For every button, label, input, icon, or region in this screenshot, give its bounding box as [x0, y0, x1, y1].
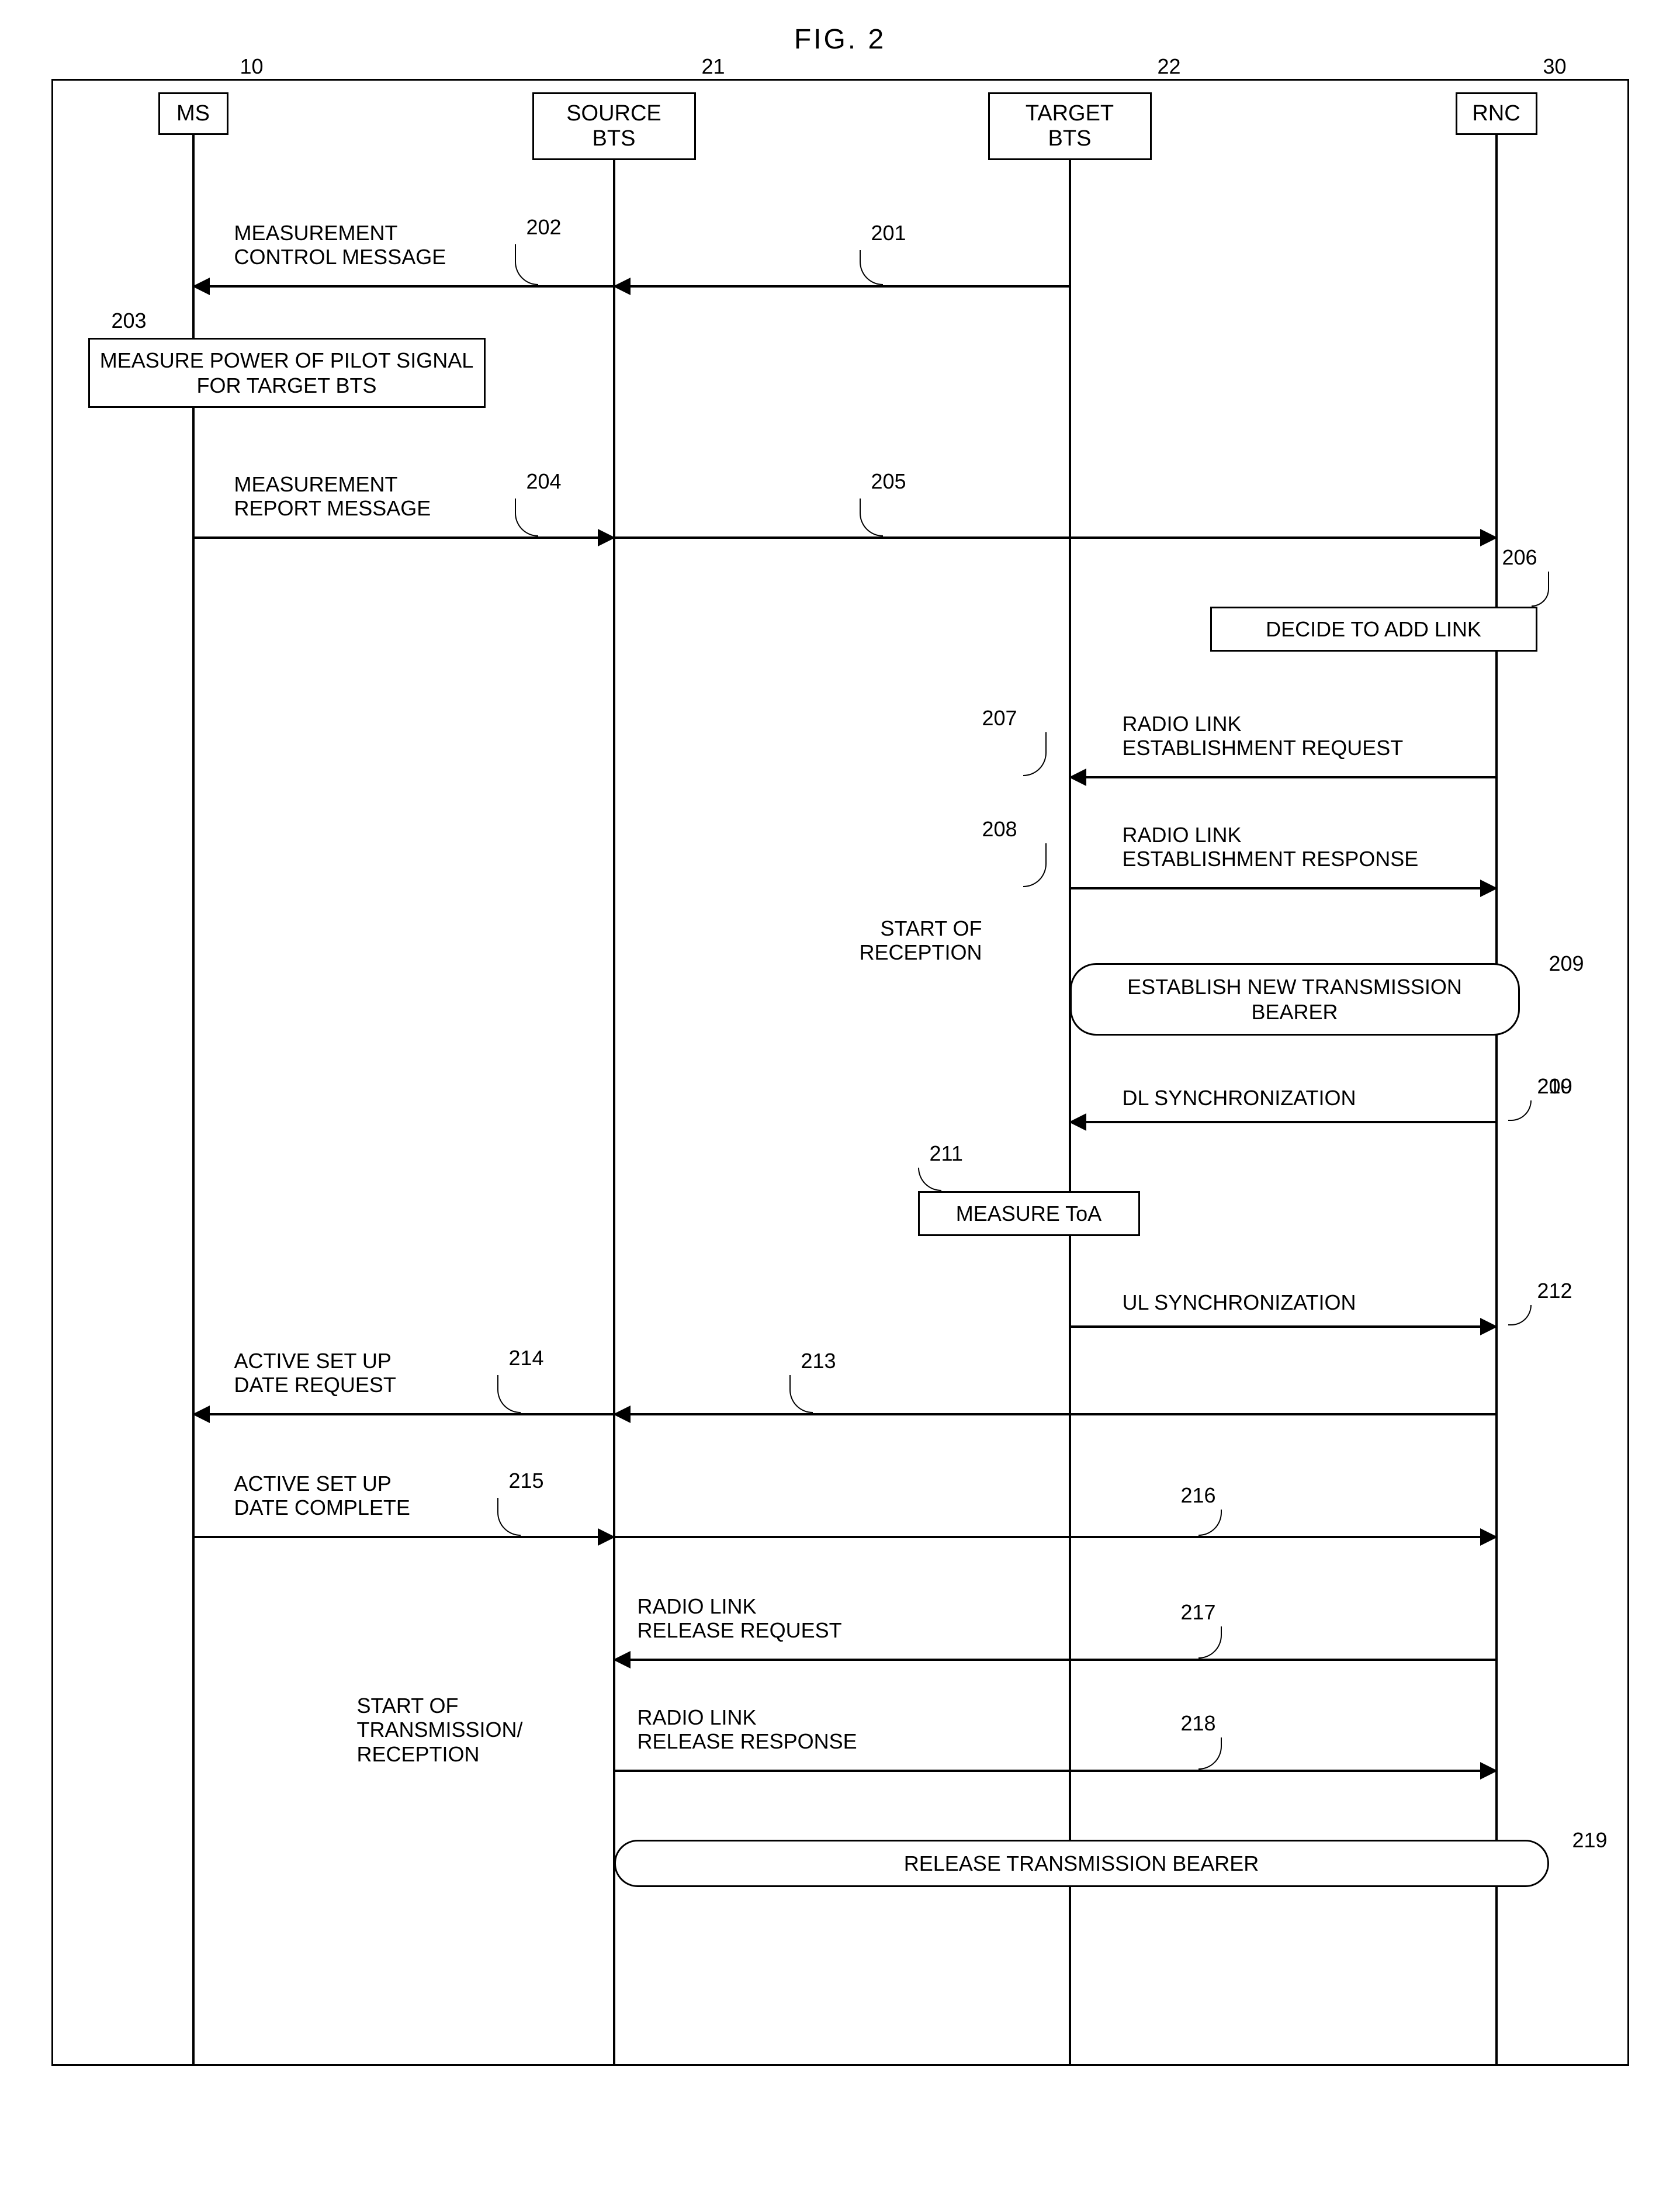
arrow-218 — [614, 1770, 1497, 1772]
step-201: 201 — [871, 221, 906, 245]
arrow-210 — [1070, 1121, 1497, 1123]
step-211: 211 — [930, 1141, 963, 1166]
process-203: MEASURE POWER OF PILOT SIGNAL FOR TARGET… — [88, 338, 486, 408]
arrow-207 — [1070, 776, 1497, 778]
arrow-202 — [193, 285, 614, 288]
arrow-212 — [1070, 1325, 1497, 1328]
actor-rnc-ref: 30 — [1543, 54, 1567, 79]
arrow-213 — [614, 1413, 1497, 1415]
step-217: 217 — [1181, 1600, 1216, 1625]
step-202: 202 — [526, 215, 562, 240]
actor-target-bts: TARGET BTS — [988, 92, 1152, 160]
leader-217 — [1198, 1626, 1222, 1659]
step-213: 213 — [801, 1349, 836, 1373]
step-205: 205 — [871, 469, 906, 494]
step-215: 215 — [509, 1469, 544, 1493]
process-209: ESTABLISH NEW TRANSMISSION BEARER — [1070, 963, 1520, 1036]
actor-source-bts-ref: 21 — [702, 54, 725, 79]
step-219: 219 — [1572, 1828, 1608, 1853]
leader-208 — [1023, 843, 1047, 887]
leader-214 — [497, 1375, 521, 1413]
step-208: 208 — [982, 817, 1017, 842]
leader-204 — [515, 499, 538, 536]
label-215: ACTIVE SET UP DATE COMPLETE — [234, 1472, 410, 1520]
arrow-201 — [614, 285, 1070, 288]
leader-209 — [1520, 984, 1543, 986]
process-211: MEASURE ToA — [918, 1191, 1140, 1236]
label-212: UL SYNCHRONIZATION — [1123, 1290, 1356, 1314]
leader-202 — [515, 244, 538, 285]
step-207: 207 — [982, 706, 1017, 731]
arrow-214 — [193, 1413, 614, 1415]
step-214: 214 — [509, 1346, 544, 1370]
label-214: ACTIVE SET UP DATE REQUEST — [234, 1349, 396, 1397]
arrow-204 — [193, 536, 614, 539]
arrow-215 — [193, 1536, 614, 1538]
actor-ms-ref: 10 — [240, 54, 264, 79]
step-209: 209 — [1549, 951, 1584, 976]
label-208: RADIO LINK ESTABLISHMENT RESPONSE — [1123, 823, 1419, 871]
label-204: MEASUREMENT REPORT MESSAGE — [234, 472, 431, 521]
annotation-start-tx-rx: START OF TRANSMISSION/ RECEPTION — [357, 1694, 523, 1766]
process-219: RELEASE TRANSMISSION BEARER — [614, 1840, 1549, 1887]
actor-target-bts-ref: 22 — [1158, 54, 1181, 79]
leader-212 — [1508, 1305, 1532, 1325]
arrow-216 — [614, 1536, 1497, 1538]
step-210b: 210 — [1537, 1074, 1572, 1099]
arrow-208 — [1070, 887, 1497, 889]
leader-207 — [1023, 732, 1047, 776]
leader-213 — [789, 1375, 813, 1413]
actor-ms: MS — [158, 92, 228, 135]
step-216: 216 — [1181, 1483, 1216, 1508]
sequence-diagram: MS 10 SOURCE BTS 21 TARGET BTS 22 RNC 30… — [51, 79, 1629, 2066]
leader-215 — [497, 1498, 521, 1536]
leader-211 — [918, 1168, 941, 1191]
step-204: 204 — [526, 469, 562, 494]
label-202: MEASUREMENT CONTROL MESSAGE — [234, 221, 446, 269]
leader-210 — [1508, 1100, 1532, 1121]
arrow-217 — [614, 1659, 1497, 1661]
label-218: RADIO LINK RELEASE RESPONSE — [638, 1705, 857, 1754]
leader-216 — [1198, 1510, 1222, 1536]
annotation-start-reception: START OF RECEPTION — [860, 916, 982, 965]
leader-201 — [860, 250, 883, 285]
leader-218 — [1198, 1737, 1222, 1770]
arrow-205 — [614, 536, 1497, 539]
label-210: DL SYNCHRONIZATION — [1123, 1086, 1356, 1110]
step-206: 206 — [1502, 545, 1537, 570]
leader-206 — [1532, 572, 1549, 607]
step-203: 203 — [112, 309, 147, 333]
step-218: 218 — [1181, 1711, 1216, 1736]
process-206: DECIDE TO ADD LINK — [1210, 607, 1537, 652]
step-212: 212 — [1537, 1279, 1572, 1303]
label-217: RADIO LINK RELEASE REQUEST — [638, 1594, 842, 1643]
leader-205 — [860, 499, 883, 536]
actor-rnc: RNC — [1456, 92, 1537, 135]
label-207: RADIO LINK ESTABLISHMENT REQUEST — [1123, 712, 1404, 760]
figure-title: FIG. 2 — [23, 23, 1657, 56]
actor-source-bts: SOURCE BTS — [532, 92, 696, 160]
